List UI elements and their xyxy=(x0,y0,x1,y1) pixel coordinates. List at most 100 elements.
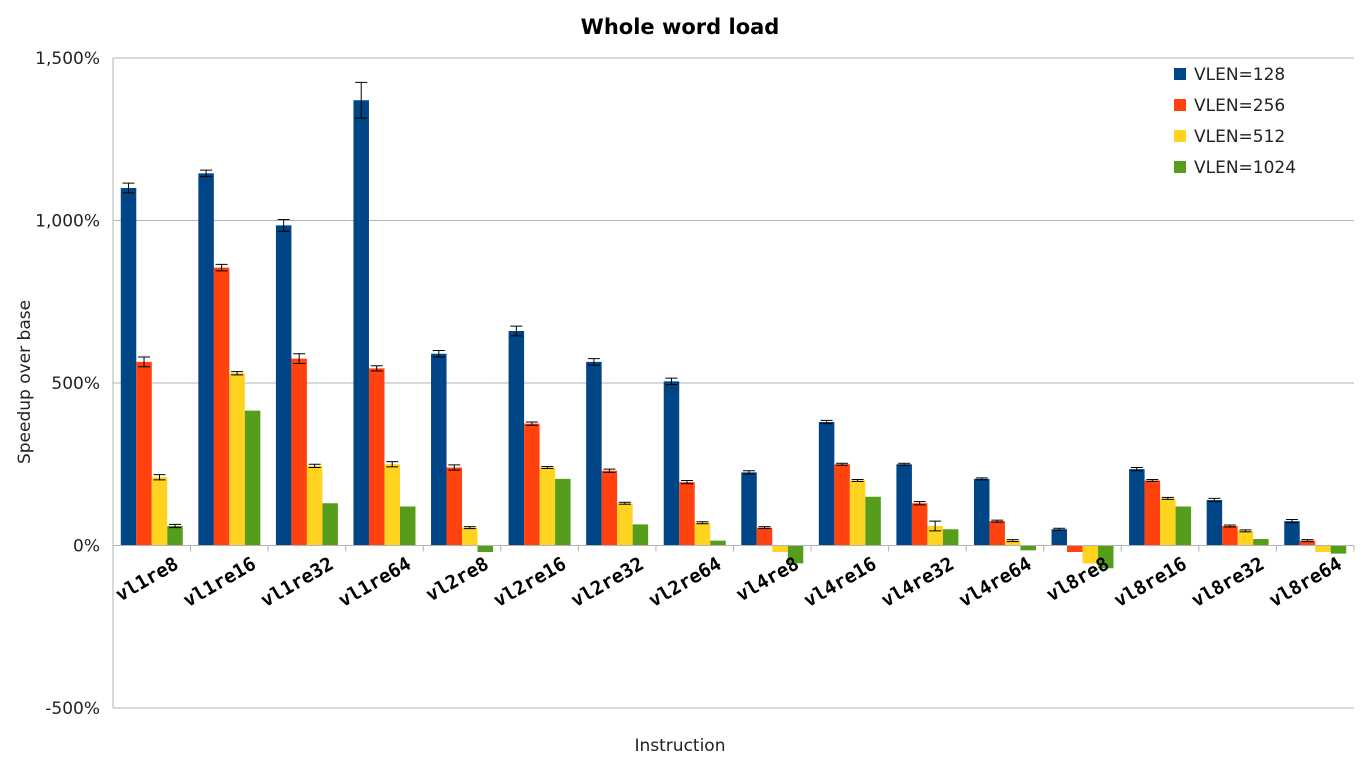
legend-label: VLEN=128 xyxy=(1194,65,1285,85)
bar xyxy=(663,381,680,546)
legend-swatch xyxy=(1174,68,1186,80)
x-tick-label: vl4re32 xyxy=(878,553,958,612)
bar xyxy=(524,423,540,546)
x-axis-title: Instruction xyxy=(635,736,726,756)
legend-label: VLEN=512 xyxy=(1194,127,1285,147)
bar xyxy=(741,472,757,546)
bar xyxy=(322,503,338,546)
bar xyxy=(989,521,1005,546)
bar xyxy=(306,465,323,546)
bar xyxy=(462,527,478,546)
bar xyxy=(942,529,959,546)
bar xyxy=(896,464,912,546)
legend-swatch xyxy=(1174,99,1186,111)
bar xyxy=(1222,526,1238,546)
bar xyxy=(1175,506,1192,546)
legend-swatch xyxy=(1174,130,1186,142)
x-tick-label: vl8re16 xyxy=(1110,553,1190,612)
bar xyxy=(973,478,990,546)
bar xyxy=(1253,539,1269,546)
y-tick-label: 1,000% xyxy=(35,212,100,232)
x-tick-label: vl4re16 xyxy=(800,553,880,612)
bar xyxy=(151,477,168,546)
bar xyxy=(431,353,447,546)
bar xyxy=(353,100,369,546)
x-tick-label: vl2re16 xyxy=(490,553,570,612)
bar xyxy=(1004,540,1021,546)
bar xyxy=(368,368,385,546)
bar xyxy=(1237,530,1254,546)
bar xyxy=(291,358,307,546)
bar xyxy=(1160,498,1176,546)
bar xyxy=(632,524,649,546)
bar xyxy=(911,503,928,546)
y-axis-ticks: 1,500% 1,000% 500% 0% -500% xyxy=(35,49,100,719)
bar xyxy=(1082,545,1099,564)
x-tick-label: vl1re8 xyxy=(112,553,182,606)
bar xyxy=(849,480,866,546)
bar xyxy=(244,410,261,546)
bar xyxy=(1299,540,1316,546)
bar xyxy=(446,467,463,546)
bar xyxy=(601,470,618,546)
x-tick-label: vl8re32 xyxy=(1188,553,1268,612)
legend-label: VLEN=256 xyxy=(1194,96,1285,116)
x-tick-label: vl2re64 xyxy=(645,553,725,612)
bar xyxy=(679,482,695,546)
y-tick-label: -500% xyxy=(45,699,100,719)
bar xyxy=(229,373,245,546)
legend: VLEN=128 VLEN=256 VLEN=512 VLEN=1024 xyxy=(1174,65,1296,178)
bar xyxy=(586,361,602,546)
bar xyxy=(834,464,850,546)
bar xyxy=(694,522,711,546)
bar xyxy=(477,545,494,552)
bar xyxy=(1284,521,1300,546)
error-bars xyxy=(122,81,1314,543)
bar xyxy=(772,545,788,552)
bar xyxy=(1129,469,1145,546)
y-axis-title: Speedup over base xyxy=(15,300,35,464)
x-tick-label: vl1re32 xyxy=(257,553,337,612)
bar xyxy=(1051,529,1068,546)
x-tick-label: vl1re16 xyxy=(179,553,259,612)
y-tick-label: 1,500% xyxy=(35,49,100,69)
x-tick-label: vl4re64 xyxy=(955,553,1035,612)
bar xyxy=(1330,545,1347,554)
x-tick-label: vl1re64 xyxy=(335,553,415,612)
y-tick-label: 500% xyxy=(51,374,100,394)
bar xyxy=(555,478,571,546)
legend-label: VLEN=1024 xyxy=(1194,158,1296,178)
bar xyxy=(617,503,633,546)
bar xyxy=(1098,545,1114,569)
bar xyxy=(198,173,214,546)
bar xyxy=(787,545,804,564)
chart-title: Whole word load xyxy=(581,15,780,39)
legend-swatch xyxy=(1174,161,1186,173)
bar xyxy=(818,422,835,546)
y-tick-label: 0% xyxy=(73,537,100,557)
bar xyxy=(1315,545,1331,552)
bars xyxy=(120,100,1347,569)
x-tick-label: vl8re64 xyxy=(1265,553,1345,612)
bar xyxy=(167,526,183,546)
bar xyxy=(539,467,556,546)
bar xyxy=(1067,545,1083,552)
x-tick-label: vl8re8 xyxy=(1043,553,1113,606)
x-tick-label: vl4re8 xyxy=(732,553,802,606)
bar xyxy=(399,506,416,546)
bar xyxy=(384,464,400,546)
bar xyxy=(1206,500,1223,546)
x-tick-label: vl2re32 xyxy=(567,553,647,612)
bar xyxy=(756,527,773,546)
axes xyxy=(112,58,1355,708)
bar xyxy=(213,267,230,546)
x-tick-label: vl2re8 xyxy=(422,553,492,606)
bar xyxy=(275,225,292,546)
bar xyxy=(508,331,525,546)
bar xyxy=(710,540,726,546)
bar xyxy=(1020,545,1036,551)
bar xyxy=(1144,480,1161,546)
bar xyxy=(120,188,137,546)
